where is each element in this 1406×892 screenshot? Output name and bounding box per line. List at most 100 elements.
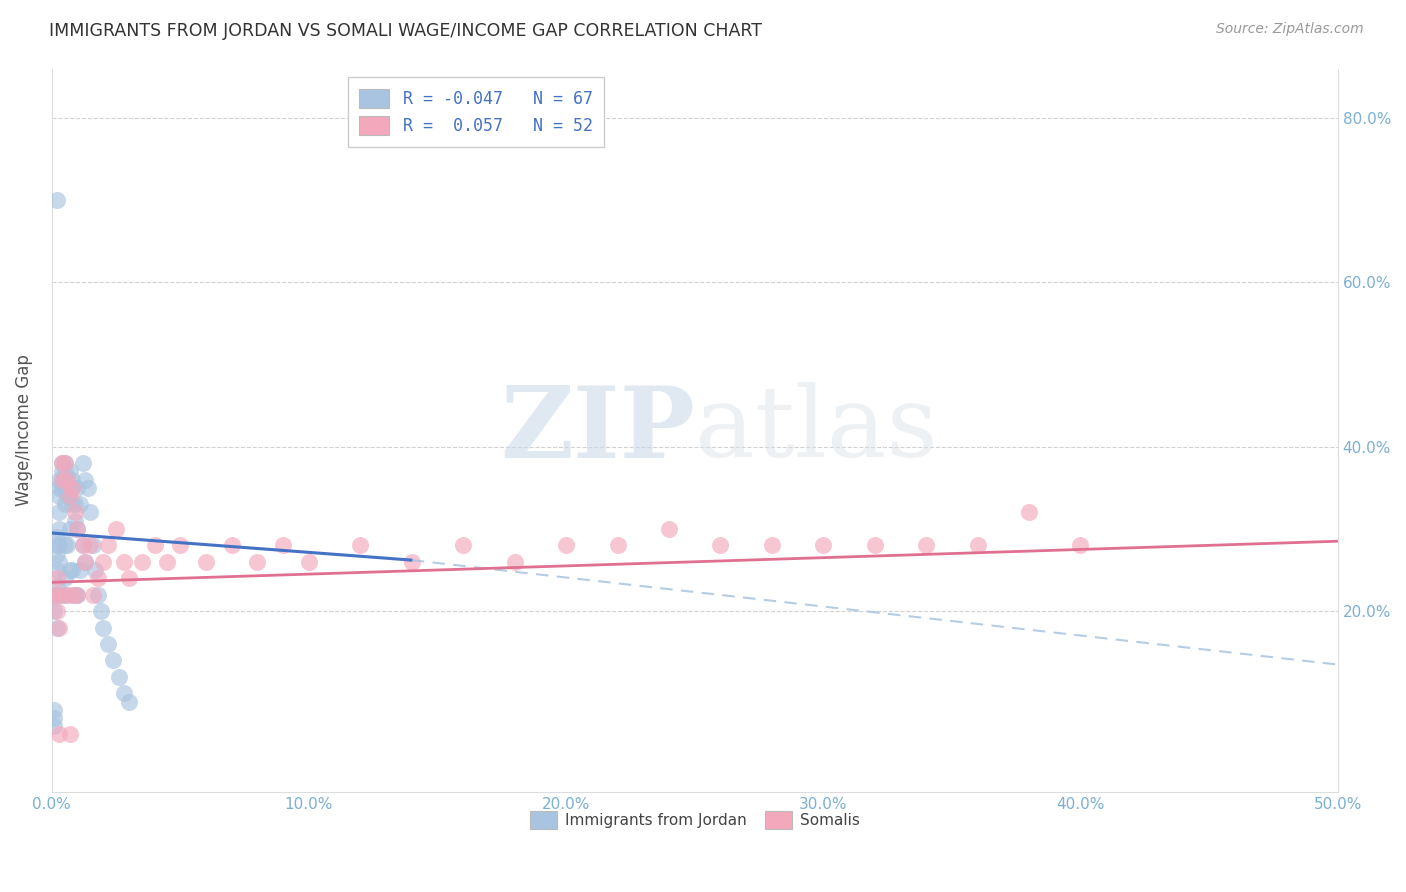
Point (271, 538, 294, 552)
Point (60, 481, 83, 495)
Point (503, 555, 526, 569)
Point (72, 538, 94, 552)
Point (63, 505, 86, 519)
Point (45, 547, 67, 561)
Point (48, 588, 70, 602)
Point (53, 538, 76, 552)
Point (45, 538, 67, 552)
Point (60, 563, 83, 577)
Point (45, 193, 67, 207)
Point (53, 464, 76, 478)
Point (44, 588, 66, 602)
Point (45, 530, 67, 544)
Point (75, 555, 97, 569)
Text: atlas: atlas (695, 383, 938, 478)
Point (51, 456, 73, 470)
Point (761, 538, 783, 552)
Point (59, 481, 82, 495)
Point (863, 538, 886, 552)
Point (555, 538, 578, 552)
Point (66, 522, 89, 536)
Point (48, 481, 70, 495)
Point (53, 497, 76, 511)
Point (66, 481, 89, 495)
Text: ZIP: ZIP (499, 382, 695, 479)
Point (51, 588, 73, 602)
Point (709, 538, 731, 552)
Point (48, 621, 70, 635)
Point (45, 579, 67, 593)
Point (112, 555, 135, 569)
Point (451, 538, 474, 552)
Point (195, 555, 218, 569)
Point (72, 538, 94, 552)
Point (87, 571, 110, 585)
Point (349, 538, 371, 552)
Point (103, 653, 125, 667)
Point (59, 727, 82, 741)
Point (48, 489, 70, 503)
Point (75, 473, 97, 487)
Point (60, 588, 83, 602)
Point (51, 473, 73, 487)
Point (45, 621, 67, 635)
Point (91, 621, 114, 635)
Point (169, 538, 191, 552)
Point (1018, 505, 1040, 519)
Point (82, 538, 104, 552)
Point (51, 481, 73, 495)
Point (56, 473, 79, 487)
Point (60, 497, 83, 511)
Point (45, 604, 67, 618)
Point (48, 473, 70, 487)
Point (66, 588, 89, 602)
Point (56, 489, 79, 503)
Point (48, 505, 70, 519)
Point (63, 497, 86, 511)
Point (1069, 538, 1091, 552)
Point (221, 538, 243, 552)
Point (53, 456, 76, 470)
Point (51, 473, 73, 487)
Point (59, 522, 82, 536)
Point (59, 489, 82, 503)
Legend: Immigrants from Jordan, Somalis: Immigrants from Jordan, Somalis (523, 805, 866, 835)
Point (79, 538, 101, 552)
Point (72, 456, 94, 470)
Point (90, 604, 112, 618)
Text: IMMIGRANTS FROM JORDAN VS SOMALI WAGE/INCOME GAP CORRELATION CHART: IMMIGRANTS FROM JORDAN VS SOMALI WAGE/IN… (49, 22, 762, 40)
Point (44, 711, 66, 725)
Point (66, 522, 89, 536)
Point (76, 481, 98, 495)
Point (48, 555, 70, 569)
Point (45, 588, 67, 602)
Point (51, 464, 73, 478)
Point (45, 571, 67, 585)
Point (56, 588, 79, 602)
Point (56, 538, 79, 552)
Point (87, 588, 110, 602)
Point (107, 670, 129, 684)
Point (105, 522, 128, 536)
Point (56, 473, 79, 487)
Point (118, 694, 141, 708)
Point (53, 571, 76, 585)
Point (112, 686, 135, 700)
Point (63, 514, 86, 528)
Point (44, 588, 66, 602)
Point (59, 464, 82, 478)
Point (69, 563, 91, 577)
Point (48, 522, 70, 536)
Point (53, 588, 76, 602)
Point (97, 538, 120, 552)
Point (97, 637, 120, 651)
Point (658, 522, 681, 536)
Point (82, 588, 104, 602)
Point (53, 481, 76, 495)
Point (118, 571, 141, 585)
Point (131, 555, 153, 569)
Point (606, 538, 628, 552)
Point (66, 588, 89, 602)
Point (44, 719, 66, 733)
Point (60, 481, 83, 495)
